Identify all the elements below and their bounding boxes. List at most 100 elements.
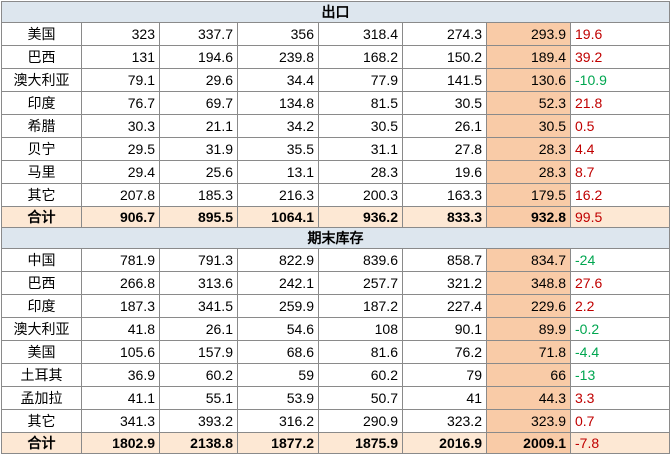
value-cell[interactable]: 356 (237, 22, 319, 46)
value-cell[interactable]: 76.7 (81, 91, 160, 115)
change-cell[interactable]: 16.2 (570, 183, 670, 207)
value-cell[interactable]: 31.1 (318, 137, 403, 161)
country-cell[interactable]: 土耳其 (1, 363, 82, 387)
highlight-value-cell[interactable]: 71.8 (486, 340, 571, 364)
highlight-value-cell[interactable]: 834.7 (486, 248, 571, 272)
change-cell[interactable]: 0.7 (570, 409, 670, 433)
change-cell[interactable]: 3.3 (570, 386, 670, 410)
value-cell[interactable]: 31.9 (159, 137, 238, 161)
change-cell[interactable]: 4.4 (570, 137, 670, 161)
value-cell[interactable]: 81.5 (318, 91, 403, 115)
country-cell[interactable]: 印度 (1, 91, 82, 115)
value-cell[interactable]: 858.7 (402, 248, 487, 272)
highlight-value-cell[interactable]: 229.6 (486, 294, 571, 318)
value-cell[interactable]: 194.6 (159, 45, 238, 69)
change-cell[interactable]: 27.6 (570, 271, 670, 295)
value-cell[interactable]: 54.6 (237, 317, 319, 341)
change-cell[interactable]: 2.2 (570, 294, 670, 318)
total-value-cell[interactable]: 932.8 (486, 206, 571, 228)
value-cell[interactable]: 36.9 (81, 363, 160, 387)
value-cell[interactable]: 259.9 (237, 294, 319, 318)
value-cell[interactable]: 41.8 (81, 317, 160, 341)
value-cell[interactable]: 90.1 (402, 317, 487, 341)
value-cell[interactable]: 134.8 (237, 91, 319, 115)
value-cell[interactable]: 59 (237, 363, 319, 387)
value-cell[interactable]: 29.6 (159, 68, 238, 92)
highlight-value-cell[interactable]: 28.3 (486, 137, 571, 161)
country-cell[interactable]: 澳大利亚 (1, 317, 82, 341)
total-value-cell[interactable]: 1875.9 (318, 432, 403, 454)
value-cell[interactable]: 187.2 (318, 294, 403, 318)
value-cell[interactable]: 50.7 (318, 386, 403, 410)
value-cell[interactable]: 316.2 (237, 409, 319, 433)
change-cell[interactable]: -24 (570, 248, 670, 272)
value-cell[interactable]: 77.9 (318, 68, 403, 92)
value-cell[interactable]: 323.2 (402, 409, 487, 433)
country-cell[interactable]: 中国 (1, 248, 82, 272)
value-cell[interactable]: 21.1 (159, 114, 238, 138)
value-cell[interactable]: 53.9 (237, 386, 319, 410)
value-cell[interactable]: 781.9 (81, 248, 160, 272)
country-cell[interactable]: 其它 (1, 183, 82, 207)
value-cell[interactable]: 839.6 (318, 248, 403, 272)
value-cell[interactable]: 105.6 (81, 340, 160, 364)
total-value-cell[interactable]: 833.3 (402, 206, 487, 228)
country-cell[interactable]: 澳大利亚 (1, 68, 82, 92)
country-cell[interactable]: 巴西 (1, 45, 82, 69)
change-cell[interactable]: 8.7 (570, 160, 670, 184)
change-cell[interactable]: 0.5 (570, 114, 670, 138)
value-cell[interactable]: 30.5 (402, 91, 487, 115)
value-cell[interactable]: 69.7 (159, 91, 238, 115)
highlight-value-cell[interactable]: 348.8 (486, 271, 571, 295)
value-cell[interactable]: 200.3 (318, 183, 403, 207)
value-cell[interactable]: 41.1 (81, 386, 160, 410)
value-cell[interactable]: 321.2 (402, 271, 487, 295)
country-cell[interactable]: 巴西 (1, 271, 82, 295)
highlight-value-cell[interactable]: 44.3 (486, 386, 571, 410)
change-cell[interactable]: -4.4 (570, 340, 670, 364)
value-cell[interactable]: 26.1 (159, 317, 238, 341)
value-cell[interactable]: 81.6 (318, 340, 403, 364)
value-cell[interactable]: 108 (318, 317, 403, 341)
value-cell[interactable]: 28.3 (318, 160, 403, 184)
value-cell[interactable]: 168.2 (318, 45, 403, 69)
total-value-cell[interactable]: 906.7 (81, 206, 160, 228)
value-cell[interactable]: 341.3 (81, 409, 160, 433)
highlight-value-cell[interactable]: 293.9 (486, 22, 571, 46)
total-value-cell[interactable]: 936.2 (318, 206, 403, 228)
change-cell[interactable]: -0.2 (570, 317, 670, 341)
highlight-value-cell[interactable]: 30.5 (486, 114, 571, 138)
country-cell[interactable]: 马里 (1, 160, 82, 184)
highlight-value-cell[interactable]: 66 (486, 363, 571, 387)
value-cell[interactable]: 34.4 (237, 68, 319, 92)
value-cell[interactable]: 68.6 (237, 340, 319, 364)
total-value-cell[interactable]: 895.5 (159, 206, 238, 228)
value-cell[interactable]: 257.7 (318, 271, 403, 295)
value-cell[interactable]: 313.6 (159, 271, 238, 295)
value-cell[interactable]: 318.4 (318, 22, 403, 46)
section-title[interactable]: 期末库存 (1, 227, 670, 249)
value-cell[interactable]: 60.2 (318, 363, 403, 387)
value-cell[interactable]: 25.6 (159, 160, 238, 184)
value-cell[interactable]: 185.3 (159, 183, 238, 207)
value-cell[interactable]: 27.8 (402, 137, 487, 161)
country-cell[interactable]: 希腊 (1, 114, 82, 138)
total-value-cell[interactable]: 2016.9 (402, 432, 487, 454)
value-cell[interactable]: 79 (402, 363, 487, 387)
value-cell[interactable]: 393.2 (159, 409, 238, 433)
total-value-cell[interactable]: 1064.1 (237, 206, 319, 228)
change-cell[interactable]: 19.6 (570, 22, 670, 46)
highlight-value-cell[interactable]: 189.4 (486, 45, 571, 69)
highlight-value-cell[interactable]: 323.9 (486, 409, 571, 433)
change-cell[interactable]: 21.8 (570, 91, 670, 115)
total-value-cell[interactable]: 2009.1 (486, 432, 571, 454)
change-cell[interactable]: -13 (570, 363, 670, 387)
country-cell[interactable]: 孟加拉 (1, 386, 82, 410)
value-cell[interactable]: 34.2 (237, 114, 319, 138)
value-cell[interactable]: 227.4 (402, 294, 487, 318)
country-cell[interactable]: 美国 (1, 340, 82, 364)
country-cell[interactable]: 印度 (1, 294, 82, 318)
value-cell[interactable]: 341.5 (159, 294, 238, 318)
value-cell[interactable]: 141.5 (402, 68, 487, 92)
value-cell[interactable]: 131 (81, 45, 160, 69)
